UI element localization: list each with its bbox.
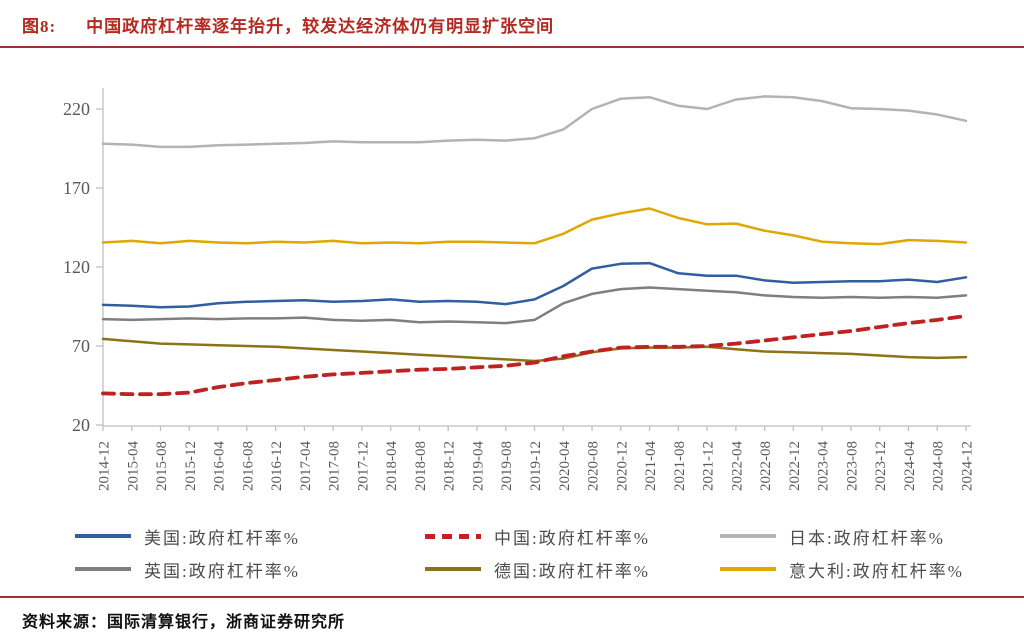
svg-text:2019-12: 2019-12 <box>528 441 544 491</box>
svg-text:220: 220 <box>63 99 90 119</box>
svg-text:2024-12: 2024-12 <box>960 441 976 491</box>
svg-text:2021-08: 2021-08 <box>672 441 688 491</box>
legend-label-japan: 日本:政府杠杆率% <box>789 528 945 548</box>
legend-item-japan: 日本:政府杠杆率% <box>720 524 980 548</box>
figure-title-text: 中国政府杠杆率逐年抬升，较发达经济体仍有明显扩张空间 <box>86 17 555 36</box>
svg-text:2021-12: 2021-12 <box>701 441 717 491</box>
x-axis-labels: 2014-12 2015-04 2015-08 2015-12 2016-04 2016-… <box>97 441 976 491</box>
svg-text:70: 70 <box>72 336 90 356</box>
svg-text:170: 170 <box>63 178 90 198</box>
source-note: 资料来源：国际清算银行，浙商证券研究所 <box>22 614 346 631</box>
svg-text:120: 120 <box>63 257 90 277</box>
us-line <box>101 261 968 309</box>
legend-item-us: 美国:政府杠杆率% <box>75 524 425 548</box>
legend-label-uk: 英国:政府杠杆率% <box>144 561 300 581</box>
svg-text:2015-04: 2015-04 <box>125 441 141 491</box>
svg-text:2016-12: 2016-12 <box>269 441 285 491</box>
figure-number: 图8: <box>22 17 57 36</box>
legend-label-italy: 意大利:政府杠杆率% <box>789 561 964 581</box>
germany-line <box>101 337 968 363</box>
japan-line <box>101 95 968 149</box>
svg-text:2015-08: 2015-08 <box>154 441 170 491</box>
germany-line-swatch <box>425 567 481 571</box>
svg-text:2022-08: 2022-08 <box>758 441 774 491</box>
svg-text:2017-08: 2017-08 <box>327 441 343 491</box>
chart-legend: 美国:政府杠杆率% 中国:政府杠杆率% 日本:政府杠杆率% 英国:政府杠杆率% … <box>75 524 980 581</box>
svg-text:20: 20 <box>72 415 90 435</box>
svg-text:2016-08: 2016-08 <box>240 441 256 491</box>
japan-line-swatch <box>720 534 776 538</box>
legend-label-china: 中国:政府杠杆率% <box>494 528 650 548</box>
svg-text:2020-04: 2020-04 <box>557 441 573 491</box>
uk-line-swatch <box>75 567 131 571</box>
svg-text:2017-04: 2017-04 <box>298 441 314 491</box>
svg-text:2018-04: 2018-04 <box>384 441 400 491</box>
svg-text:2024-04: 2024-04 <box>902 441 918 491</box>
svg-text:2015-12: 2015-12 <box>183 441 199 491</box>
svg-text:2017-12: 2017-12 <box>355 441 371 491</box>
y-axis-labels: 20 70 120 170 220 <box>63 99 90 435</box>
svg-text:2020-12: 2020-12 <box>614 441 630 491</box>
svg-text:2024-08: 2024-08 <box>931 441 947 491</box>
china-line-swatch <box>425 533 481 539</box>
italy-line <box>101 207 968 246</box>
legend-label-germany: 德国:政府杠杆率% <box>494 561 650 581</box>
italy-line-swatch <box>720 567 776 571</box>
svg-text:2022-12: 2022-12 <box>787 441 803 491</box>
uk-line <box>101 286 968 325</box>
bottom-divider <box>0 596 1024 598</box>
svg-text:2014-12: 2014-12 <box>97 441 113 491</box>
legend-item-italy: 意大利:政府杠杆率% <box>720 557 980 581</box>
svg-text:2021-04: 2021-04 <box>643 441 659 491</box>
svg-text:2023-04: 2023-04 <box>816 441 832 491</box>
legend-item-germany: 德国:政府杠杆率% <box>425 557 720 581</box>
us-line-swatch <box>75 534 131 538</box>
top-divider <box>0 46 1024 48</box>
legend-item-china: 中国:政府杠杆率% <box>425 524 720 548</box>
svg-text:2023-12: 2023-12 <box>873 441 889 491</box>
svg-text:2016-04: 2016-04 <box>212 441 228 491</box>
svg-text:2019-08: 2019-08 <box>499 441 515 491</box>
svg-text:2018-12: 2018-12 <box>442 441 458 491</box>
legend-label-us: 美国:政府杠杆率% <box>144 528 300 548</box>
svg-text:2019-04: 2019-04 <box>470 441 486 491</box>
legend-item-uk: 英国:政府杠杆率% <box>75 557 425 581</box>
svg-text:2023-08: 2023-08 <box>844 441 860 491</box>
china-line <box>101 314 968 397</box>
svg-text:2022-04: 2022-04 <box>729 441 745 491</box>
figure-title: 图8: 中国政府杠杆率逐年抬升，较发达经济体仍有明显扩张空间 <box>22 12 554 37</box>
svg-text:2018-08: 2018-08 <box>413 441 429 491</box>
svg-text:2020-08: 2020-08 <box>586 441 602 491</box>
